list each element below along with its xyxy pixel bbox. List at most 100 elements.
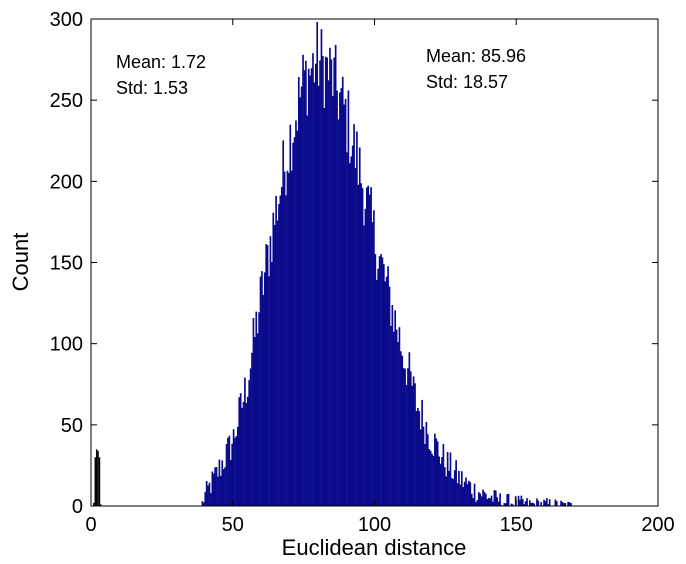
bar-wide-100 bbox=[343, 104, 345, 507]
bar-wide-134 bbox=[391, 305, 394, 506]
bar-wide-9 bbox=[214, 467, 216, 506]
bar-wide-71 bbox=[302, 54, 304, 506]
bar-narrow-2 bbox=[95, 449, 98, 506]
bar-wide-83 bbox=[319, 60, 321, 507]
bar-wide-23 bbox=[234, 437, 236, 506]
bar-wide-6 bbox=[210, 493, 212, 506]
bar-wide-90 bbox=[329, 47, 331, 507]
bar-wide-190 bbox=[470, 493, 473, 506]
bar-wide-39 bbox=[256, 333, 259, 506]
bar-wide-59 bbox=[285, 195, 287, 506]
y-tick-label-200: 200 bbox=[50, 171, 83, 193]
bar-wide-113 bbox=[361, 188, 364, 506]
bar-wide-121 bbox=[373, 210, 375, 506]
bar-wide-224 bbox=[519, 499, 521, 506]
bar-wide-87 bbox=[324, 56, 327, 507]
bar-wide-245 bbox=[548, 499, 551, 506]
bar-wide-223 bbox=[517, 495, 520, 506]
bar-wide-78 bbox=[312, 53, 314, 507]
bar-wide-20 bbox=[229, 460, 232, 506]
bar-wide-241 bbox=[543, 499, 545, 506]
bar-wide-114 bbox=[363, 225, 365, 506]
bar-wide-16 bbox=[224, 467, 226, 506]
bar-wide-237 bbox=[537, 500, 540, 506]
bar-wide-198 bbox=[482, 489, 484, 506]
bar-wide-209 bbox=[497, 501, 500, 506]
x-axis-ticks: 0 50 100 150 200 bbox=[85, 19, 675, 536]
bar-wide-105 bbox=[350, 156, 353, 506]
bar-wide-19 bbox=[228, 435, 231, 506]
bar-wide-164 bbox=[434, 433, 436, 506]
bar-wide-48 bbox=[269, 236, 272, 507]
bar-wide-210 bbox=[499, 493, 501, 506]
bar-wide-127 bbox=[381, 257, 384, 506]
bar-wide-219 bbox=[511, 504, 514, 506]
bar-wide-138 bbox=[397, 342, 399, 506]
bar-wide-150 bbox=[414, 383, 416, 506]
annotation-narrow-std: Std: 1.53 bbox=[116, 78, 188, 98]
bar-wide-52 bbox=[275, 195, 277, 507]
bar-wide-34 bbox=[249, 368, 252, 506]
bar-wide-180 bbox=[456, 483, 459, 506]
bar-wide-58 bbox=[283, 171, 286, 507]
bar-wide-12 bbox=[218, 459, 221, 506]
bar-wide-96 bbox=[337, 119, 340, 506]
bar-wide-186 bbox=[465, 477, 467, 506]
y-axis-title: Count bbox=[8, 233, 33, 292]
bar-wide-176 bbox=[451, 478, 453, 506]
bar-wide-140 bbox=[400, 351, 402, 506]
bar-wide-26 bbox=[238, 397, 241, 506]
bar-wide-205 bbox=[492, 501, 494, 506]
bar-wide-128 bbox=[383, 264, 385, 506]
bar-wide-11 bbox=[217, 476, 219, 506]
bar-wide-195 bbox=[477, 492, 480, 506]
bar-wide-97 bbox=[339, 92, 341, 506]
bar-wide-36 bbox=[252, 317, 255, 506]
bar-wide-225 bbox=[520, 495, 523, 506]
bar-wide-112 bbox=[360, 183, 362, 507]
bar-wide-43 bbox=[262, 294, 265, 506]
bar-wide-31 bbox=[245, 403, 248, 506]
bar-wide-145 bbox=[407, 368, 409, 506]
bar-wide-151 bbox=[415, 410, 418, 506]
bar-wide-154 bbox=[419, 429, 422, 506]
bar-wide-162 bbox=[431, 453, 433, 506]
bar-wide-89 bbox=[327, 80, 330, 506]
bar-wide-179 bbox=[455, 460, 457, 506]
bar-wide-67 bbox=[296, 130, 299, 506]
bar-wide-74 bbox=[306, 115, 309, 506]
bar-wide-142 bbox=[402, 368, 405, 506]
bar-wide-13 bbox=[219, 475, 222, 506]
bar-wide-229 bbox=[526, 498, 528, 506]
bar-wide-133 bbox=[390, 325, 392, 506]
bar-wide-80 bbox=[314, 63, 317, 506]
bar-wide-92 bbox=[331, 96, 334, 506]
bar-wide-107 bbox=[353, 124, 355, 506]
bar-narrow-5 bbox=[100, 504, 102, 506]
bar-wide-98 bbox=[340, 88, 343, 507]
bar-wide-44 bbox=[263, 272, 266, 506]
bar-wide-79 bbox=[313, 82, 316, 506]
bar-wide-119 bbox=[370, 187, 372, 507]
bar-wide-75 bbox=[307, 68, 310, 507]
bar-wide-51 bbox=[273, 224, 276, 506]
bar-wide-196 bbox=[479, 493, 482, 506]
bar-wide-32 bbox=[246, 396, 249, 506]
bar-wide-175 bbox=[449, 452, 452, 506]
bar-wide-143 bbox=[404, 368, 406, 506]
bar-wide-94 bbox=[334, 44, 337, 506]
bar-wide-185 bbox=[463, 481, 466, 506]
bar-wide-108 bbox=[354, 167, 357, 506]
bar-wide-191 bbox=[472, 498, 474, 506]
bar-wide-174 bbox=[448, 470, 450, 506]
bar-wide-218 bbox=[510, 503, 513, 506]
bar-wide-170 bbox=[442, 443, 445, 506]
bar-narrow-0 bbox=[93, 502, 95, 506]
bar-wide-187 bbox=[466, 483, 469, 506]
bar-narrow-4 bbox=[98, 457, 101, 506]
bar-wide-258 bbox=[567, 501, 569, 506]
bar-wide-253 bbox=[560, 500, 562, 506]
bar-wide-249 bbox=[554, 499, 557, 506]
bar-wide-64 bbox=[292, 142, 294, 506]
bar-wide-139 bbox=[398, 327, 401, 506]
